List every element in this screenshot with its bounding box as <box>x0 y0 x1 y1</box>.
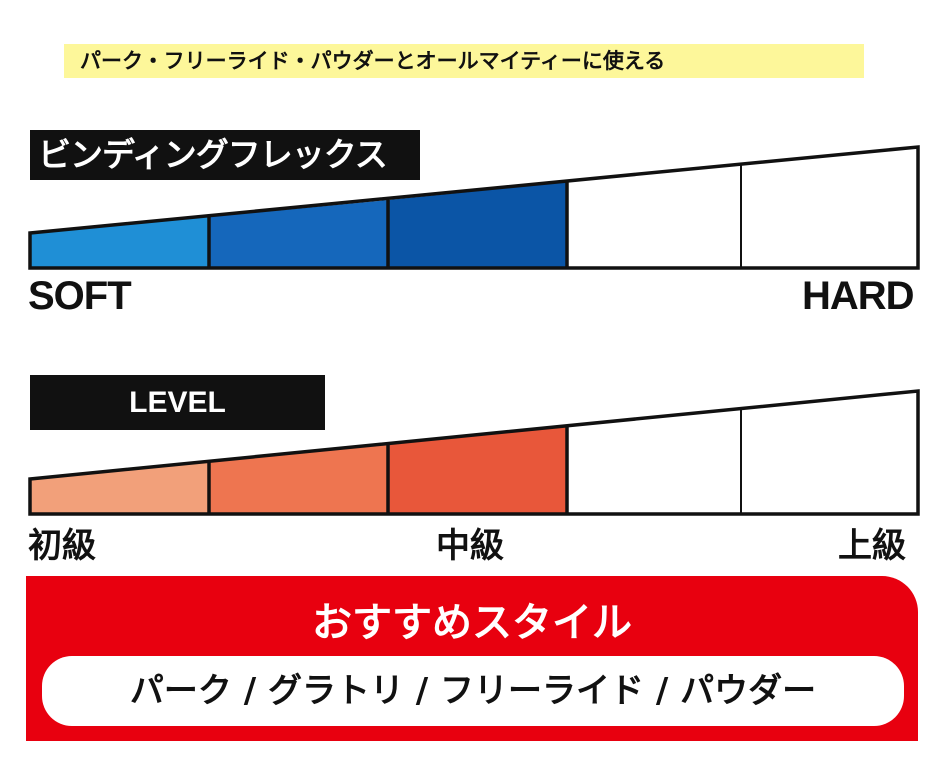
recommended-style-title: おすすめスタイル <box>312 600 632 646</box>
flex-segment-4 <box>567 164 741 268</box>
level-outline <box>28 389 920 516</box>
flex-title: ビンディングフレックス <box>38 135 388 174</box>
level-advanced-label: 上級 <box>838 526 906 566</box>
level-scale <box>28 389 920 516</box>
level-title: LEVEL <box>129 386 226 419</box>
recommended-style-list: パーク / グラトリ / フリーライド / パウダー <box>129 671 817 711</box>
level-title-box: LEVEL <box>30 375 325 430</box>
level-intermediate-label: 中級 <box>436 526 504 566</box>
tagline-text: パーク・フリーライド・パウダーとオールマイティーに使える <box>80 49 666 73</box>
level-beginner-label: 初級 <box>28 526 96 566</box>
level-segment-5 <box>741 391 918 514</box>
flex-outline <box>28 145 920 270</box>
recommended-style-panel: おすすめスタイル パーク / グラトリ / フリーライド / パウダー <box>26 576 918 741</box>
level-segment-2 <box>209 445 388 514</box>
level-segment-4 <box>567 409 741 514</box>
recommended-style-box: パーク / グラトリ / フリーライド / パウダー <box>42 656 904 726</box>
flex-title-box: ビンディングフレックス <box>30 130 420 180</box>
flex-segment-2 <box>209 200 388 268</box>
flex-segment-3 <box>388 182 567 268</box>
flex-soft-label: SOFT <box>28 274 132 318</box>
tagline-banner: パーク・フリーライド・パウダーとオールマイティーに使える <box>64 44 864 78</box>
flex-segment-5 <box>741 147 918 268</box>
level-segment-3 <box>388 427 567 514</box>
flex-hard-label: HARD <box>802 274 915 318</box>
flex-scale <box>28 145 920 270</box>
